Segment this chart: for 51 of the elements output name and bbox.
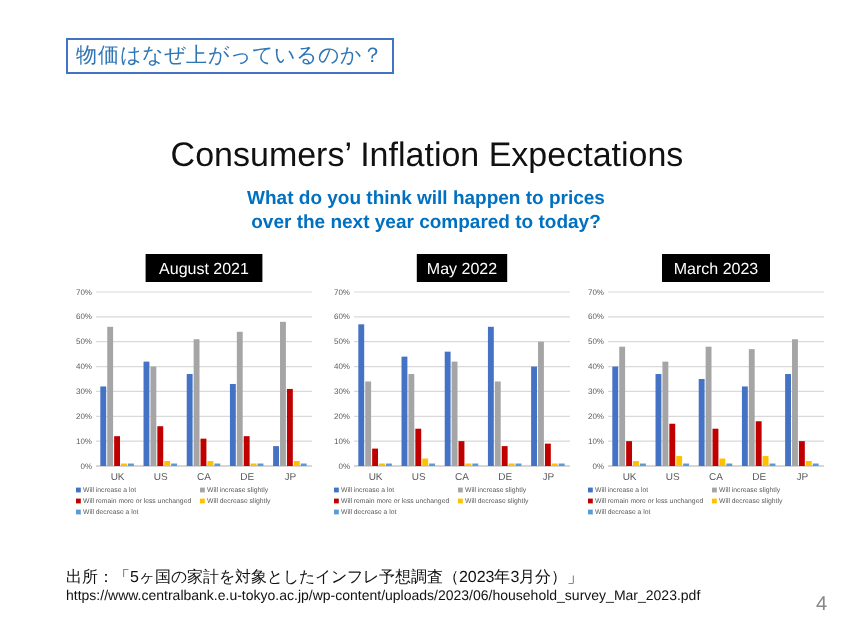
bar: [157, 426, 164, 466]
bar: [451, 361, 458, 466]
text: What do you think will happen to prices over the next year compared to today?: [245, 188, 607, 236]
bar: [755, 421, 762, 466]
bar: [698, 379, 705, 466]
bar: [186, 374, 193, 466]
bar: [408, 374, 415, 466]
chart-title: May 2022: [426, 260, 499, 278]
bar: [719, 458, 726, 466]
bar: [676, 456, 683, 466]
bar: [114, 436, 121, 466]
bar: [229, 383, 236, 466]
bar: [243, 436, 250, 466]
bar: [705, 346, 712, 466]
bar: [531, 366, 537, 466]
bar: [444, 351, 451, 466]
bar: [798, 441, 805, 466]
chart-title: March 2023: [673, 260, 760, 278]
bar: [626, 441, 633, 466]
bar: [792, 339, 798, 466]
bar: [100, 386, 107, 466]
bar: [494, 381, 501, 466]
bar: [487, 326, 494, 466]
bar: [662, 361, 669, 466]
bar: [501, 446, 508, 466]
bar: [107, 326, 114, 466]
bar: [612, 366, 619, 466]
bar: [741, 386, 748, 466]
bar: [619, 346, 626, 466]
text: Consumers’ Inflation Expectations: [168, 136, 686, 176]
bar: [236, 331, 243, 466]
bar: [762, 456, 769, 466]
bar: [273, 446, 279, 466]
chart-title: August 2021: [159, 260, 251, 278]
bar: [372, 448, 379, 466]
bar: [422, 458, 429, 466]
bar: [785, 374, 791, 466]
bar: [286, 388, 293, 466]
text: 出所：「5ヶ国の家計を対象としたインフレ予想調査（2023年3月分）」: [66, 566, 584, 588]
bar: [748, 349, 755, 466]
bar: [669, 423, 676, 466]
bar: [365, 381, 372, 466]
bar: [280, 321, 286, 466]
bar: [415, 428, 422, 466]
bar: [193, 339, 200, 466]
text: 4: [816, 594, 828, 616]
bar: [538, 341, 544, 466]
text: 物価はなぜ上がっているのか？: [66, 38, 394, 74]
bar: [150, 366, 157, 466]
bar: [358, 324, 365, 466]
bar: [544, 443, 551, 466]
